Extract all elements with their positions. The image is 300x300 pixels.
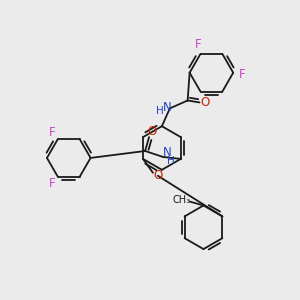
Text: O: O bbox=[147, 125, 157, 138]
Text: F: F bbox=[49, 126, 55, 139]
Text: O: O bbox=[153, 169, 163, 182]
Text: CH₃: CH₃ bbox=[172, 194, 191, 205]
Text: O: O bbox=[201, 96, 210, 109]
Text: H: H bbox=[156, 106, 164, 116]
Text: F: F bbox=[195, 38, 202, 51]
Text: N: N bbox=[163, 146, 171, 160]
Text: H: H bbox=[167, 156, 175, 166]
Text: F: F bbox=[239, 68, 245, 81]
Text: F: F bbox=[49, 177, 55, 190]
Text: N: N bbox=[163, 101, 171, 114]
